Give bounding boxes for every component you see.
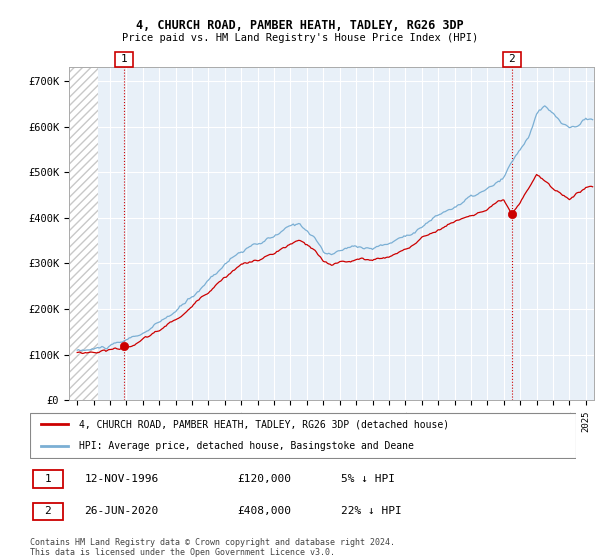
Text: 4, CHURCH ROAD, PAMBER HEATH, TADLEY, RG26 3DP: 4, CHURCH ROAD, PAMBER HEATH, TADLEY, RG… [136,19,464,32]
FancyBboxPatch shape [33,470,63,488]
Text: Contains HM Land Registry data © Crown copyright and database right 2024.
This d: Contains HM Land Registry data © Crown c… [30,538,395,557]
Text: 5% ↓ HPI: 5% ↓ HPI [341,474,395,484]
Text: 12-NOV-1996: 12-NOV-1996 [85,474,159,484]
FancyBboxPatch shape [33,503,63,520]
Text: 26-JUN-2020: 26-JUN-2020 [85,506,159,516]
Text: 1: 1 [44,474,51,484]
Text: 1: 1 [121,54,128,64]
Text: 2: 2 [508,54,515,64]
Text: £120,000: £120,000 [238,474,292,484]
Text: 22% ↓ HPI: 22% ↓ HPI [341,506,402,516]
Text: Price paid vs. HM Land Registry's House Price Index (HPI): Price paid vs. HM Land Registry's House … [122,33,478,43]
Text: HPI: Average price, detached house, Basingstoke and Deane: HPI: Average price, detached house, Basi… [79,441,414,451]
Text: £408,000: £408,000 [238,506,292,516]
Text: 2: 2 [44,506,51,516]
Text: 4, CHURCH ROAD, PAMBER HEATH, TADLEY, RG26 3DP (detached house): 4, CHURCH ROAD, PAMBER HEATH, TADLEY, RG… [79,419,449,430]
FancyBboxPatch shape [30,413,576,458]
